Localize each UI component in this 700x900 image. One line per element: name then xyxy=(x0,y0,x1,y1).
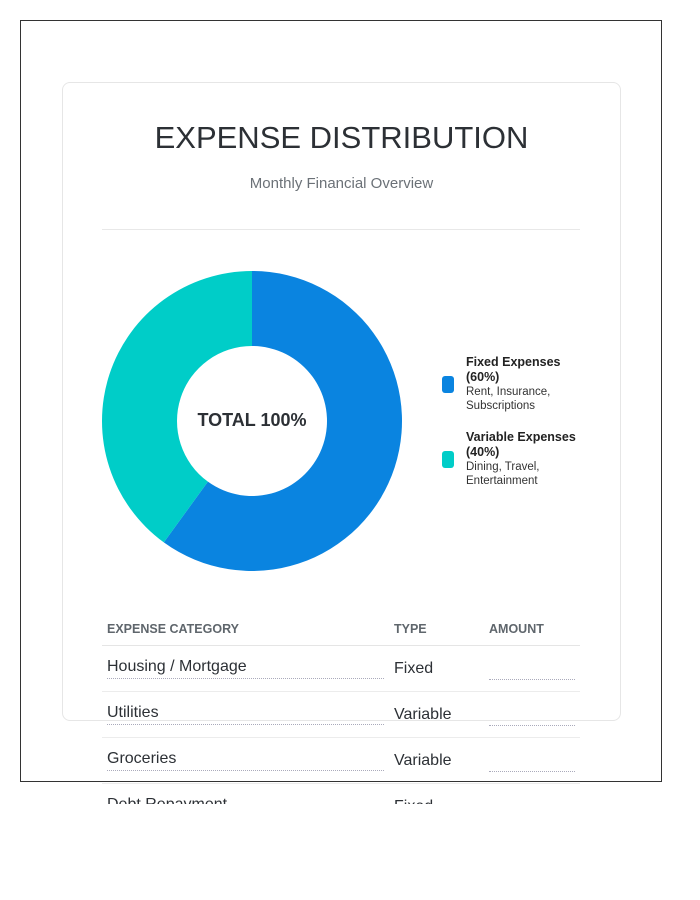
legend-swatch-fixed xyxy=(442,375,454,393)
donut-slice-variable xyxy=(102,271,252,543)
cell-amount[interactable] xyxy=(489,725,575,726)
legend-item-fixed: Fixed Expenses (60%) Rent, Insurance, Su… xyxy=(442,355,592,413)
cell-type: Fixed xyxy=(394,660,434,677)
table-row: Housing / Mortgage Fixed xyxy=(102,646,580,692)
legend-title: Fixed Expenses (60%) xyxy=(466,355,561,384)
cell-amount[interactable] xyxy=(489,771,575,772)
cell-type: Variable xyxy=(394,706,452,723)
cell-amount[interactable] xyxy=(489,679,575,680)
table-row: Debt Repayment Fixed xyxy=(102,784,580,804)
cell-type: Variable xyxy=(394,752,452,769)
legend-swatch-variable xyxy=(442,450,454,468)
expense-table: EXPENSE CATEGORY TYPE AMOUNT Housing / M… xyxy=(102,612,580,804)
table-row: Groceries Variable xyxy=(102,738,580,784)
donut-chart xyxy=(102,271,403,571)
header-amount: AMOUNT xyxy=(489,622,544,636)
legend-item-variable: Variable Expenses (40%) Dining, Travel, … xyxy=(442,430,592,488)
legend-title: Variable Expenses (40%) xyxy=(466,430,576,459)
card xyxy=(62,82,621,721)
legend-desc: Dining, Travel, Entertainment xyxy=(466,461,540,487)
table-header: EXPENSE CATEGORY TYPE AMOUNT xyxy=(102,612,580,646)
legend-desc: Rent, Insurance, Subscriptions xyxy=(466,386,551,412)
header-category: EXPENSE CATEGORY xyxy=(107,622,239,636)
cell-category: Housing / Mortgage xyxy=(107,658,384,679)
divider xyxy=(102,229,580,230)
table-row: Utilities Variable xyxy=(102,692,580,738)
donut-center-label: TOTAL 100% xyxy=(197,410,307,430)
page-subtitle: Monthly Financial Overview xyxy=(249,175,434,192)
donut-slice-fixed xyxy=(163,271,403,571)
cell-category: Utilities xyxy=(107,704,384,725)
cell-type: Fixed xyxy=(394,798,433,804)
header-type: TYPE xyxy=(394,622,427,636)
cell-category: Debt Repayment xyxy=(107,796,384,804)
page-title: EXPENSE DISTRIBUTION xyxy=(154,120,529,155)
cell-category: Groceries xyxy=(107,750,384,771)
